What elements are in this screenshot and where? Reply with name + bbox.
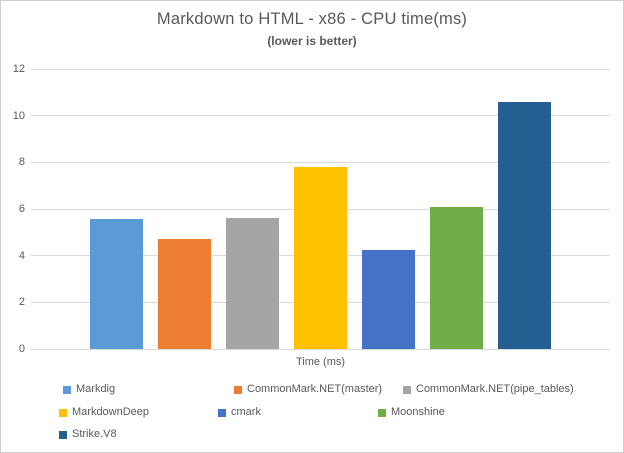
legend-swatch-icon: [218, 408, 226, 417]
gridline-y10: [31, 115, 610, 117]
gridline-y8: [31, 161, 610, 163]
bar-commonmark-net-pipe-tables-: [226, 218, 279, 349]
bar-markdowndeep: [294, 167, 347, 349]
y-tick-label-8: 8: [18, 156, 25, 169]
legend-swatch-icon: [59, 408, 67, 417]
legend-label: cmark: [231, 406, 261, 418]
bar-markdig: [90, 219, 143, 349]
y-tick-label-10: 10: [12, 109, 25, 122]
x-axis-label: Time (ms): [295, 356, 346, 368]
legend-swatch-icon: [378, 408, 386, 417]
legend-label: MarkdownDeep: [72, 406, 150, 418]
legend-item-commonmark-net-pipe-tables-: CommonMark.NET(pipe_tables): [403, 383, 574, 396]
plot-area: [31, 68, 610, 350]
legend-item-commonmark-net-master-: CommonMark.NET(master): [234, 383, 382, 396]
legend-swatch-icon: [59, 430, 67, 439]
gridline-y12: [31, 68, 610, 70]
legend-label: Strike.V8: [72, 428, 117, 440]
bar-commonmark-net-master-: [158, 239, 211, 349]
legend-swatch-icon: [403, 385, 411, 394]
chart-subtitle: (lower is better): [267, 34, 357, 48]
bar-moonshine: [430, 207, 483, 349]
bar-group: [31, 69, 610, 349]
legend-label: CommonMark.NET(master): [247, 383, 383, 395]
y-tick-label-2: 2: [18, 296, 25, 309]
legend-label: CommonMark.NET(pipe_tables): [416, 383, 574, 395]
gridline-y0: [31, 348, 610, 350]
legend-item-markdowndeep: MarkdownDeep: [59, 406, 149, 419]
y-tick-label-4: 4: [18, 249, 25, 262]
legend-swatch-icon: [63, 385, 71, 394]
bar-cmark: [362, 250, 415, 349]
legend-label: Markdig: [76, 383, 116, 395]
bar-strike-v8: [498, 102, 551, 349]
legend-item-moonshine: Moonshine: [378, 406, 445, 419]
legend-item-markdig: Markdig: [63, 383, 115, 396]
y-tick-label-6: 6: [18, 203, 25, 215]
legend-item-strike-v8: Strike.V8: [59, 428, 117, 441]
legend-item-cmark: cmark: [218, 406, 261, 419]
legend-swatch-icon: [234, 385, 242, 394]
chart-title: Markdown to HTML - x86 - CPU time(ms): [156, 10, 468, 28]
y-tick-label-0: 0: [18, 343, 25, 355]
legend-label: Moonshine: [391, 406, 445, 418]
y-tick-label-12: 12: [12, 63, 25, 75]
